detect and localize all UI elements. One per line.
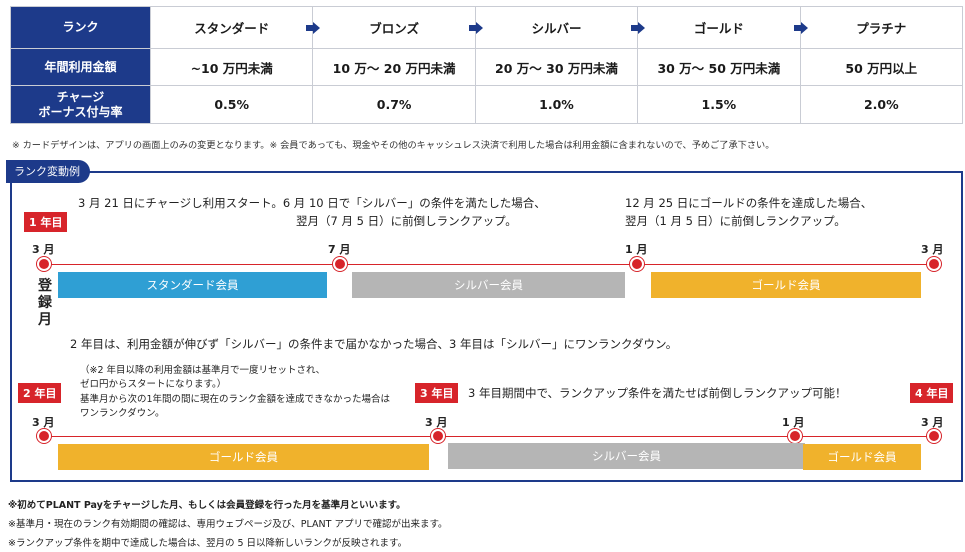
example-text2-line2: 翌月（1 月 5 日）に前倒しランクアップ。 [625,214,846,228]
footnote: ※基準月・現在のランク有効期間の確認は、専用ウェブページ及び、PLANT アプリ… [8,519,448,530]
rank-table: ランク スタンダード ブロンズ シルバー ゴールド プラチナ 年間利用金額 ~1… [10,6,964,124]
bar-silver-member: シルバー会員 [352,272,625,298]
rank-platinum-label: プラチナ [856,21,907,36]
rate-bronze: 0.7% [312,85,476,124]
timeline1-month: 3 月 [921,243,944,256]
rank-bronze-label: ブロンズ [369,21,419,36]
timeline2-month: 3 月 [32,416,55,429]
bar-gold-member: ゴールド会員 [803,444,921,470]
timeline2-line [44,436,934,437]
timeline1-month: 3 月 [32,243,55,256]
amount-row: 年間利用金額 ~10 万円未満 10 万～ 20 万円未満 20 万～ 30 万… [10,48,964,86]
timeline2-month: 1 月 [782,416,805,429]
rate-silver: 1.0% [474,85,639,124]
year3-text: 3 年目期間中で、ランクアップ条件を満たせば前倒しランクアップ可能！ [468,386,847,400]
rank-bronze: ブロンズ [306,6,476,49]
amount-silver: 20 万～ 30 万円未満 [474,48,639,86]
rank-header: ランク [10,6,151,49]
register-char: 月 [38,312,52,328]
year2-tag: 2 年目 [18,383,62,403]
timeline2-month: 3 月 [921,416,944,429]
arrow-right-icon [306,22,321,34]
amount-platinum: 50 万円以上 [799,48,964,86]
rank-silver: シルバー [468,6,639,49]
small-note-line2: ゼロ円からスタートになります。） [80,379,227,390]
timeline1-month: 1 月 [625,243,648,256]
top-note: ※ カードデザインは、アプリの画面上のみの変更となります。※ 会員であっても、現… [12,140,775,151]
example-label: ランク変動例 [6,160,90,183]
amount-gold: 30 万～ 50 万円未満 [637,48,801,86]
timeline2-dot [788,429,802,443]
example-text1-line2: 翌月（7 月 5 日）に前倒しランクアップ。 [296,214,517,228]
amount-bronze: 10 万～ 20 万円未満 [312,48,476,86]
arrow-right-icon [631,22,646,34]
bar-gold-member: ゴールド会員 [58,444,429,470]
rate-row: チャージ ボーナス付与率 0.5% 0.7% 1.0% 1.5% 2.0% [10,85,964,124]
rank-gold-label: ゴールド [693,21,744,36]
footnote: ※ランクアップ条件を期中で達成した場合は、翌月の 5 日以降新しいランクが反映さ… [8,538,408,549]
arrow-right-icon [793,22,808,34]
arrow-right-icon [468,22,483,34]
small-note-line1: （※2 年目以降の利用金額は基準月で一度リセットされ、 [80,365,326,376]
timeline1-dot [37,257,51,271]
rank-standard: スタンダード [149,6,314,49]
bar-gold-member: ゴールド会員 [651,272,921,298]
rank-gold: ゴールド [631,6,801,49]
rate-gold: 1.5% [637,85,801,124]
example-text1-line1: 3 月 21 日にチャージし利用スタート。6 月 10 日で「シルバー」の条件を… [78,196,546,210]
timeline1-dot [333,257,347,271]
timeline2-month: 3 月 [425,416,448,429]
register-char: 録 [38,295,52,311]
rate-header-line1: チャージ [56,89,105,104]
bar-standard-member: スタンダード会員 [58,272,327,298]
timeline2-dot [927,429,941,443]
timeline1-dot [927,257,941,271]
amount-standard: ~10 万円未満 [149,48,314,86]
timeline1-line [44,264,934,265]
example-text2-line1: 12 月 25 日にゴールドの条件を達成した場合、 [625,196,873,210]
rate-standard: 0.5% [149,85,314,124]
rate-header: チャージ ボーナス付与率 [10,85,151,124]
small-note-line4: ワンランクダウン。 [80,408,165,419]
rank-platinum: プラチナ [793,6,964,49]
rank-silver-label: シルバー [531,21,582,36]
year1-tag: 1 年目 [24,212,68,232]
example-box [10,171,963,482]
year4-tag: 4 年目 [910,383,954,403]
register-month-label: 登 録 月 [36,278,54,329]
bar-silver-member: シルバー会員 [448,443,805,469]
middle-text: 2 年目は、利用金額が伸びず「シルバー」の条件まで届かなかった場合、3 年目は「… [70,337,678,351]
rate-header-line2: ボーナス付与率 [38,104,123,119]
rank-row: ランク スタンダード ブロンズ シルバー ゴールド プラチナ [10,6,964,49]
year3-tag: 3 年目 [415,383,459,403]
timeline1-dot [630,257,644,271]
timeline1-month: 7 月 [328,243,351,256]
timeline2-dot [431,429,445,443]
rate-platinum: 2.0% [799,85,964,124]
timeline2-dot [37,429,51,443]
small-note-line3: 基準月から次の1年間の間に現在のランク金額を達成できなかった場合は [80,394,391,405]
footnote: ※初めてPLANT Payをチャージした月、もしくは会員登録を行った月を基準月と… [8,500,406,511]
register-char: 登 [38,278,52,294]
amount-header: 年間利用金額 [10,48,151,86]
